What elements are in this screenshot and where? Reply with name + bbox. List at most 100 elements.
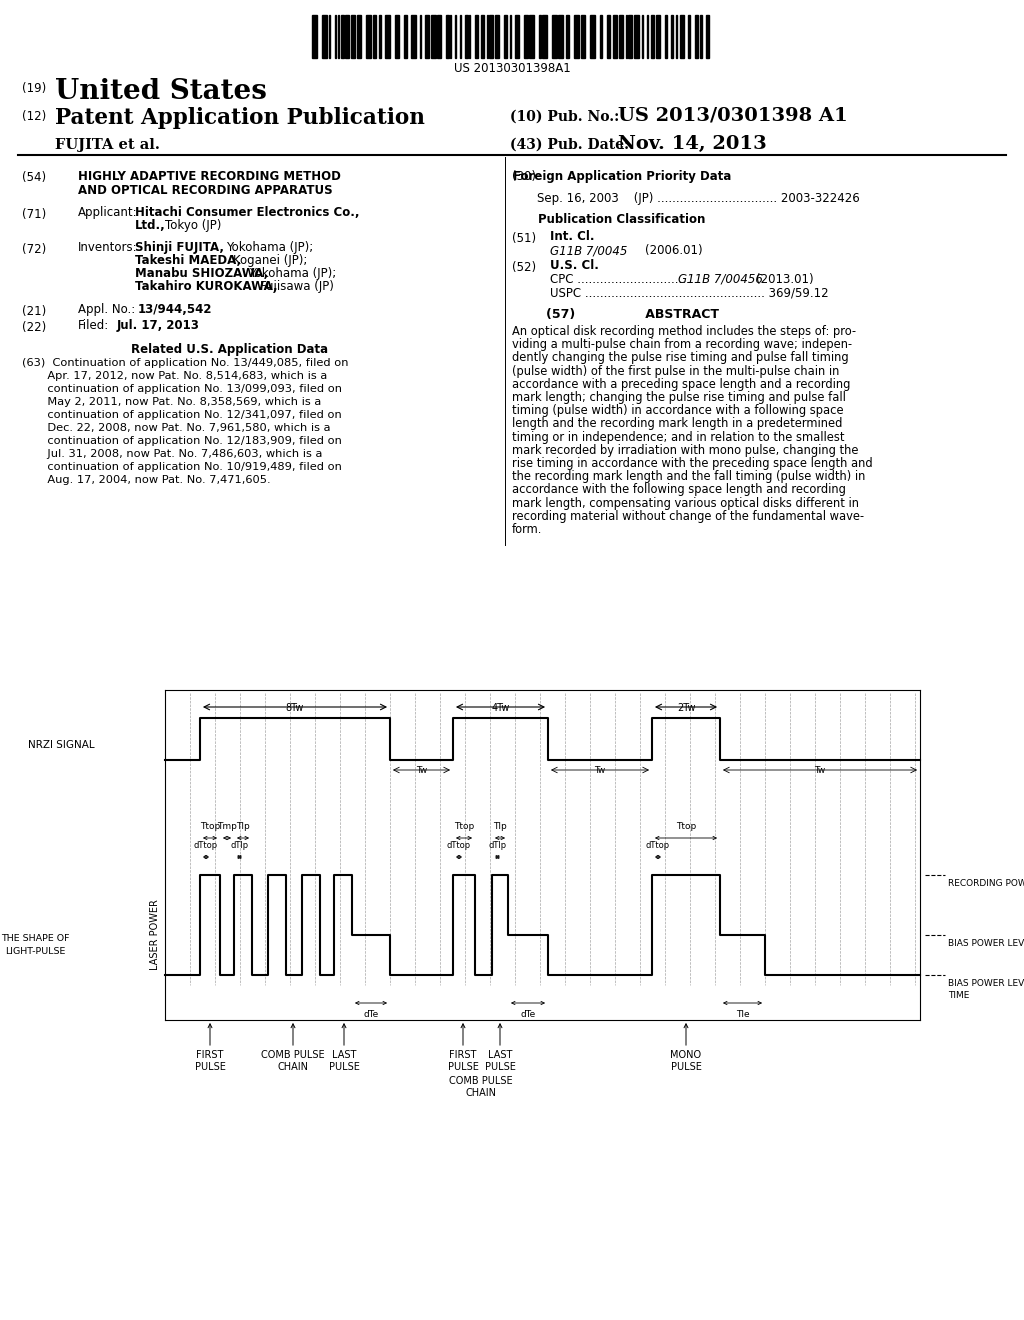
Text: FIRST
PULSE: FIRST PULSE bbox=[447, 1049, 478, 1072]
Bar bbox=[566, 15, 569, 58]
Bar bbox=[489, 15, 493, 58]
Bar bbox=[529, 15, 534, 58]
Text: dTtop: dTtop bbox=[646, 841, 670, 850]
Bar bbox=[634, 15, 639, 58]
Text: G11B 7/0045: G11B 7/0045 bbox=[550, 244, 628, 257]
Text: (10) Pub. No.:: (10) Pub. No.: bbox=[510, 110, 620, 124]
Text: LASER POWER: LASER POWER bbox=[150, 899, 160, 970]
Text: HIGHLY ADAPTIVE RECORDING METHOD: HIGHLY ADAPTIVE RECORDING METHOD bbox=[78, 170, 341, 183]
Text: (12): (12) bbox=[22, 110, 46, 123]
Text: BIAS POWER LEVEL Pt1: BIAS POWER LEVEL Pt1 bbox=[948, 979, 1024, 987]
Text: BIAS POWER LEVEL Pt2: BIAS POWER LEVEL Pt2 bbox=[948, 939, 1024, 948]
Bar bbox=[524, 15, 528, 58]
Text: the recording mark length and the fall timing (pulse width) in: the recording mark length and the fall t… bbox=[512, 470, 865, 483]
Bar bbox=[539, 15, 541, 58]
Bar bbox=[481, 15, 484, 58]
Text: Yokohama (JP);: Yokohama (JP); bbox=[249, 267, 336, 280]
Text: Tlp: Tlp bbox=[494, 822, 507, 832]
Text: Tw: Tw bbox=[416, 766, 427, 775]
Text: Tw: Tw bbox=[594, 766, 605, 775]
Bar bbox=[404, 15, 407, 58]
Text: viding a multi-pulse chain from a recording wave; indepen-: viding a multi-pulse chain from a record… bbox=[512, 338, 852, 351]
Text: COMB PULSE
CHAIN: COMB PULSE CHAIN bbox=[261, 1049, 325, 1072]
Bar bbox=[515, 15, 519, 58]
Bar bbox=[581, 15, 585, 58]
Text: (30): (30) bbox=[512, 170, 536, 183]
Bar bbox=[558, 15, 563, 58]
Bar bbox=[613, 15, 617, 58]
Text: 13/944,542: 13/944,542 bbox=[138, 304, 213, 315]
Text: Tokyo (JP): Tokyo (JP) bbox=[165, 219, 221, 232]
Bar bbox=[373, 15, 376, 58]
Bar bbox=[345, 15, 349, 58]
Text: CPC ................................: CPC ................................ bbox=[550, 273, 697, 286]
Text: Jul. 31, 2008, now Pat. No. 7,486,603, which is a: Jul. 31, 2008, now Pat. No. 7,486,603, w… bbox=[22, 449, 323, 459]
Text: Tmp: Tmp bbox=[217, 822, 237, 832]
Text: Aug. 17, 2004, now Pat. No. 7,471,605.: Aug. 17, 2004, now Pat. No. 7,471,605. bbox=[22, 475, 270, 484]
Text: Int. Cl.: Int. Cl. bbox=[550, 230, 595, 243]
Bar bbox=[656, 15, 660, 58]
Text: Jul. 17, 2013: Jul. 17, 2013 bbox=[117, 319, 200, 333]
Text: (2013.01): (2013.01) bbox=[756, 273, 814, 286]
Text: G11B 7/00456: G11B 7/00456 bbox=[678, 273, 763, 286]
Text: Publication Classification: Publication Classification bbox=[539, 213, 706, 226]
Text: Ttop: Ttop bbox=[676, 822, 696, 832]
Text: timing or in independence; and in relation to the smallest: timing or in independence; and in relati… bbox=[512, 430, 845, 444]
Text: mark length, compensating various optical disks different in: mark length, compensating various optica… bbox=[512, 496, 859, 510]
Bar bbox=[475, 15, 478, 58]
Text: timing (pulse width) in accordance with a following space: timing (pulse width) in accordance with … bbox=[512, 404, 844, 417]
Text: LAST
PULSE: LAST PULSE bbox=[484, 1049, 515, 1072]
Text: dTtop: dTtop bbox=[446, 841, 471, 850]
Text: (19): (19) bbox=[22, 82, 46, 95]
Bar bbox=[671, 15, 673, 58]
Text: LAST
PULSE: LAST PULSE bbox=[329, 1049, 359, 1072]
Text: continuation of application No. 12/183,909, filed on: continuation of application No. 12/183,9… bbox=[22, 436, 342, 446]
Text: Inventors:: Inventors: bbox=[78, 242, 137, 253]
Bar bbox=[607, 15, 610, 58]
Bar bbox=[351, 15, 355, 58]
Text: Dec. 22, 2008, now Pat. No. 7,961,580, which is a: Dec. 22, 2008, now Pat. No. 7,961,580, w… bbox=[22, 422, 331, 433]
Text: Appl. No.:: Appl. No.: bbox=[78, 304, 135, 315]
Bar bbox=[357, 15, 361, 58]
Bar bbox=[312, 15, 317, 58]
Text: (43) Pub. Date:: (43) Pub. Date: bbox=[510, 139, 629, 152]
Text: Tle: Tle bbox=[735, 1010, 750, 1019]
Text: Filed:: Filed: bbox=[78, 319, 110, 333]
Text: Related U.S. Application Data: Related U.S. Application Data bbox=[131, 343, 329, 356]
Text: length and the recording mark length in a predetermined: length and the recording mark length in … bbox=[512, 417, 843, 430]
Text: (57)                ABSTRACT: (57) ABSTRACT bbox=[546, 308, 719, 321]
Text: 4Tw: 4Tw bbox=[492, 704, 510, 713]
Text: dTtop: dTtop bbox=[194, 841, 218, 850]
Bar bbox=[341, 15, 344, 58]
Text: (pulse width) of the first pulse in the multi-pulse chain in: (pulse width) of the first pulse in the … bbox=[512, 364, 840, 378]
Text: Fujisawa (JP): Fujisawa (JP) bbox=[260, 280, 334, 293]
Text: Takahiro KUROKAWA,: Takahiro KUROKAWA, bbox=[135, 280, 278, 293]
Text: Apr. 17, 2012, now Pat. No. 8,514,683, which is a: Apr. 17, 2012, now Pat. No. 8,514,683, w… bbox=[22, 371, 328, 381]
Bar bbox=[590, 15, 595, 58]
Text: mark length; changing the pulse rise timing and pulse fall: mark length; changing the pulse rise tim… bbox=[512, 391, 846, 404]
Text: mark recorded by irradiation with mono pulse, changing the: mark recorded by irradiation with mono p… bbox=[512, 444, 858, 457]
Text: TIME: TIME bbox=[948, 991, 970, 1001]
Bar bbox=[425, 15, 429, 58]
Bar bbox=[431, 15, 436, 58]
Bar bbox=[465, 15, 468, 58]
Bar bbox=[495, 15, 499, 58]
Bar bbox=[651, 15, 654, 58]
Text: USPC ................................................ 369/59.12: USPC ...................................… bbox=[550, 286, 828, 300]
Text: May 2, 2011, now Pat. No. 8,358,569, which is a: May 2, 2011, now Pat. No. 8,358,569, whi… bbox=[22, 397, 322, 407]
Text: dTe: dTe bbox=[520, 1010, 536, 1019]
Text: dTe: dTe bbox=[364, 1010, 379, 1019]
Bar bbox=[446, 15, 449, 58]
Text: Applicant:: Applicant: bbox=[78, 206, 137, 219]
Text: COMB PULSE
CHAIN: COMB PULSE CHAIN bbox=[449, 1076, 512, 1098]
Text: Hitachi Consumer Electronics Co.,: Hitachi Consumer Electronics Co., bbox=[135, 206, 359, 219]
Bar bbox=[600, 15, 602, 58]
Bar bbox=[680, 15, 684, 58]
Text: US 2013/0301398 A1: US 2013/0301398 A1 bbox=[618, 107, 848, 125]
Bar bbox=[552, 15, 557, 58]
Text: continuation of application No. 13/099,093, filed on: continuation of application No. 13/099,0… bbox=[22, 384, 342, 393]
Text: Tw: Tw bbox=[814, 766, 825, 775]
Text: Shinji FUJITA,: Shinji FUJITA, bbox=[135, 242, 224, 253]
Bar bbox=[688, 15, 690, 58]
Bar bbox=[700, 15, 702, 58]
